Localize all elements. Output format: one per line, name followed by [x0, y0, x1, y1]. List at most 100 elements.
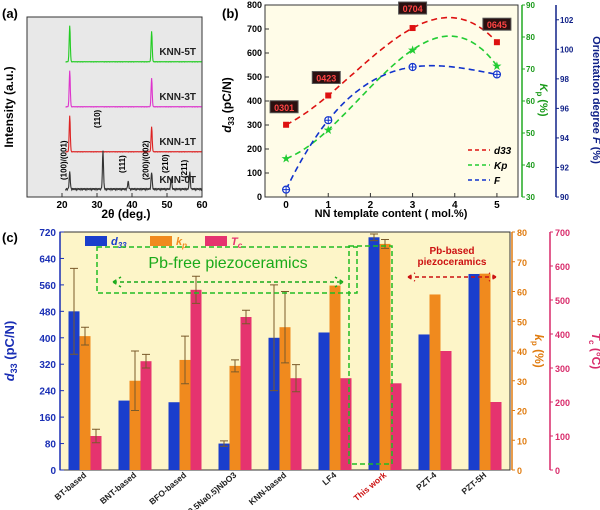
F-tick-label: 100	[560, 45, 574, 54]
error-bar	[370, 233, 378, 242]
d33-value-box	[311, 70, 341, 84]
d33-value-box	[482, 17, 512, 31]
error-bar	[381, 238, 389, 249]
Tc-bar	[240, 317, 252, 470]
y-tick-label: 200	[247, 144, 262, 154]
kp-tick-label: 80	[517, 228, 527, 238]
panel-a-xlabel-rest: θ (deg.)	[108, 207, 150, 221]
svg-text:Orientation degree F (%): Orientation degree F (%)	[590, 36, 600, 164]
c-kp-k: k	[532, 334, 546, 342]
svg-text:Tc (°C): Tc (°C)	[587, 333, 600, 370]
kp-bar	[479, 273, 491, 470]
panel-c-bars	[68, 233, 502, 470]
xrd-series-label: KNN-0T	[159, 175, 196, 186]
d33-marker	[283, 121, 290, 128]
x-tick-label: 30	[91, 200, 103, 211]
error-bar	[192, 275, 200, 304]
c-d33-d: d	[2, 372, 17, 381]
d33-bar	[418, 334, 430, 470]
panel-c: (c) d33 (pC/N) kp (%) Tc (°C) 0 80 160 240 3…	[2, 228, 600, 510]
legend-label: Kp	[494, 161, 507, 172]
d33-value-box	[269, 100, 299, 114]
Tc-bar	[440, 351, 452, 470]
tc-tick-label: 600	[555, 262, 570, 272]
legend-swatch	[85, 236, 107, 246]
pb-based-label-1: Pb-based	[429, 246, 474, 257]
x-tick-label: 4	[452, 200, 458, 211]
pb-based-arrow	[407, 272, 497, 282]
kp-tick-label: 40	[526, 161, 535, 170]
panel-b-label: (b)	[222, 6, 239, 21]
kp-tick-label: 20	[517, 407, 527, 417]
d33-bar	[268, 337, 280, 470]
peak-label: (100)/(001)	[60, 140, 69, 180]
panel-c-ylabel-d33: d33 (pC/N)	[2, 321, 19, 382]
x-tick-label: 1	[325, 200, 331, 211]
y-tick-label: 600	[247, 48, 262, 58]
peak-label: (200)/(002)	[142, 140, 151, 180]
panel-b-ylabel-F: Orientation degree F (%)	[590, 36, 600, 164]
panel-a: (a) Intensity (a.u.) 2 θ (deg.) KNN-5TKN…	[2, 6, 208, 221]
d33-value-label: 0301	[274, 103, 294, 113]
b-ylabel-sub: 33	[227, 116, 236, 125]
kp-marker: ★	[492, 59, 503, 73]
F-tick-label: 94	[560, 134, 569, 143]
panel-a-xlabel-2: 2	[101, 207, 108, 221]
kp-tick-label: 60	[526, 97, 535, 106]
error-bar	[81, 326, 89, 346]
xrd-line	[65, 70, 202, 108]
y-tick-label: 0	[257, 192, 262, 202]
d33-bar	[468, 273, 480, 470]
y-tick-label: 320	[39, 360, 56, 371]
error-bar	[231, 359, 239, 373]
category-label: This work	[351, 470, 388, 503]
kp-tick-label: 70	[526, 65, 535, 74]
peak-label: (211)	[180, 159, 189, 178]
panel-a-x-ticks: 20 30 40 50 60	[56, 193, 208, 211]
error-bar	[281, 291, 289, 364]
legend-swatch	[150, 236, 172, 246]
y-tick-label: 640	[39, 254, 56, 265]
c-tc-unit: (°C)	[589, 345, 600, 370]
y-tick-label: 240	[39, 387, 56, 398]
b-ylabel-unit: (pC/N)	[220, 77, 234, 116]
y-tick-label: 100	[247, 168, 262, 178]
d33-bar	[168, 402, 180, 470]
F-tick-label: 102	[560, 16, 574, 25]
category-label: BFO-based	[147, 470, 188, 507]
category-label: (K0.5Na0.5)NbO3	[179, 470, 238, 510]
d33-bar	[218, 443, 230, 470]
xrd-line	[65, 150, 203, 192]
kp-tick-label: 50	[526, 129, 535, 138]
F-tick-label: 92	[560, 163, 569, 172]
kp-bar	[379, 243, 391, 470]
b-kp-k: K	[537, 83, 549, 92]
category-label: BNT-based	[98, 470, 138, 506]
b-F-b: F	[590, 137, 600, 144]
svg-text:d33 (pC/N): d33 (pC/N)	[2, 321, 19, 382]
panel-b-ylabel: d33 (pC/N)	[220, 77, 236, 133]
panel-c-ylabel-kp: kp (%)	[530, 334, 546, 368]
Tc-bar	[90, 436, 102, 470]
peak-label: (210)	[161, 154, 170, 173]
peak-labels: (100)/(001) (110) (111) (200)/(002) (210) (21…	[60, 109, 189, 180]
svg-text:Kp (%): Kp (%)	[535, 83, 549, 116]
error-bar	[142, 353, 150, 369]
y-tick-label: 300	[247, 120, 262, 130]
x-tick-label: 60	[196, 200, 208, 211]
kp-tick-label: 60	[517, 288, 527, 298]
c-tc-sub: c	[587, 340, 596, 345]
kp-tick-label: 10	[517, 436, 527, 446]
d33-value-box	[398, 1, 428, 15]
Tc-bar	[340, 378, 352, 470]
Tc-bar	[290, 378, 302, 470]
d33-value-label: 0423	[316, 73, 336, 83]
error-bar	[220, 440, 228, 447]
panel-b-curves: 0301 0423 0704 0645 ★ ★ ★ ★	[269, 1, 512, 194]
panel-a-ylabel: Intensity (a.u.)	[2, 66, 16, 147]
Tc-bar	[140, 361, 152, 470]
F-marker-cross	[493, 70, 501, 78]
panel-b-plot-area	[264, 4, 519, 198]
kp-tick-label: 90	[526, 1, 535, 10]
